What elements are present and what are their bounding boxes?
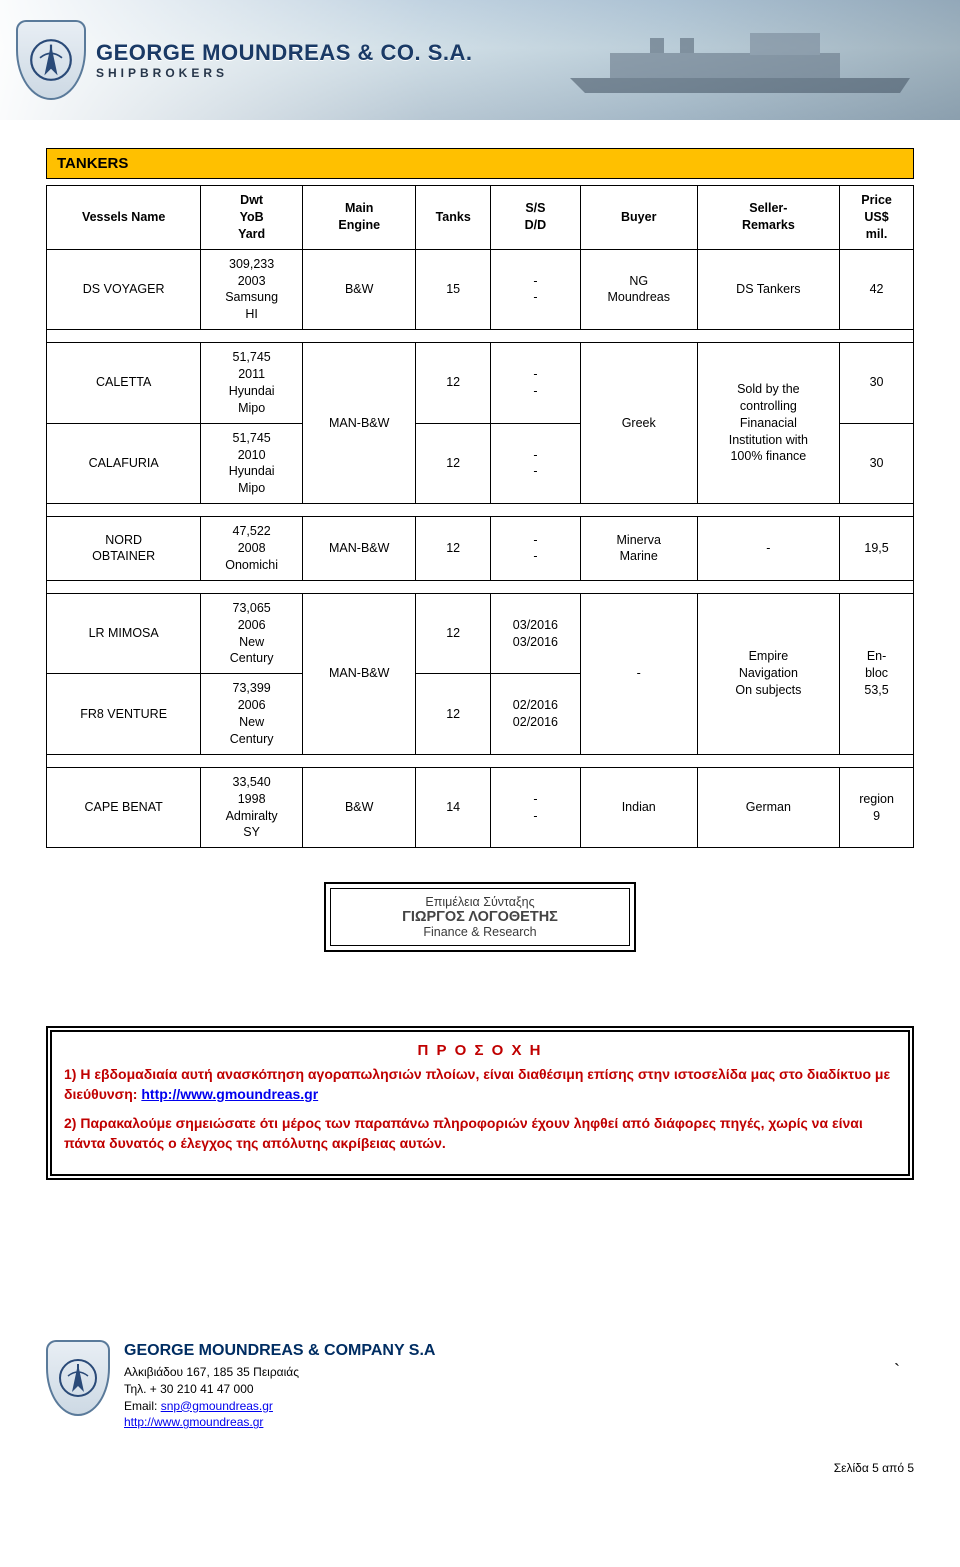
editor-line1: Επιμέλεια Σύνταξης bbox=[339, 895, 621, 909]
page-number: Σελίδα 5 από 5 bbox=[0, 1461, 960, 1495]
cell: CAPE BENAT bbox=[47, 767, 201, 848]
cell: B&W bbox=[302, 249, 415, 330]
cell: 12 bbox=[416, 343, 490, 424]
col-ssdd: S/S D/D bbox=[490, 186, 580, 250]
notice-box: Π Ρ Ο Σ Ο Χ Η 1) Η εβδομαδιαία αυτή ανασ… bbox=[46, 1026, 914, 1179]
header-sub: SHIPBROKERS bbox=[96, 66, 473, 80]
footer-email-link[interactable]: snp@gmoundreas.gr bbox=[161, 1399, 273, 1413]
cell: LR MIMOSA bbox=[47, 593, 201, 674]
cell: - bbox=[580, 593, 697, 754]
cell: MAN-B&W bbox=[302, 517, 415, 581]
col-price: Price US$ mil. bbox=[840, 186, 914, 250]
cell: 03/2016 03/2016 bbox=[490, 593, 580, 674]
notice-p1: 1) Η εβδομαδιαία αυτή ανασκόπηση αγοραπω… bbox=[64, 1065, 896, 1104]
cell: 15 bbox=[416, 249, 490, 330]
footer: ` GEORGE MOUNDREAS & COMPANY S.A Αλκιβιά… bbox=[0, 1340, 960, 1462]
footer-email-label: Email: bbox=[124, 1399, 161, 1413]
cell: FR8 VENTURE bbox=[47, 674, 201, 755]
cell: 12 bbox=[416, 423, 490, 504]
cell: 30 bbox=[840, 423, 914, 504]
col-vessel: Vessels Name bbox=[47, 186, 201, 250]
cell: 33,540 1998 Admiralty SY bbox=[201, 767, 303, 848]
cell: 12 bbox=[416, 517, 490, 581]
tick-mark: ` bbox=[894, 1360, 900, 1381]
editor-line2: ΓΙΩΡΓΟΣ ΛΟΓΟΘΕΤΗΣ bbox=[339, 909, 621, 925]
col-seller: Seller- Remarks bbox=[697, 186, 840, 250]
cell: MAN-B&W bbox=[302, 343, 415, 504]
cell: 30 bbox=[840, 343, 914, 424]
cell: NORD OBTAINER bbox=[47, 517, 201, 581]
cell: 47,522 2008 Onomichi bbox=[201, 517, 303, 581]
cell: 19,5 bbox=[840, 517, 914, 581]
cell: German bbox=[697, 767, 840, 848]
cell: DS VOYAGER bbox=[47, 249, 201, 330]
col-buyer: Buyer bbox=[580, 186, 697, 250]
cell: 309,233 2003 Samsung HI bbox=[201, 249, 303, 330]
cell: DS Tankers bbox=[697, 249, 840, 330]
cell: 02/2016 02/2016 bbox=[490, 674, 580, 755]
cell: Minerva Marine bbox=[580, 517, 697, 581]
cell: - bbox=[697, 517, 840, 581]
footer-logo-icon bbox=[46, 1340, 110, 1416]
cell: 73,399 2006 New Century bbox=[201, 674, 303, 755]
ship-graphic-icon bbox=[550, 18, 930, 98]
separator-row bbox=[47, 504, 914, 517]
table-row: LR MIMOSA 73,065 2006 New Century MAN-B&… bbox=[47, 593, 914, 674]
table-row: NORD OBTAINER 47,522 2008 Onomichi MAN-B… bbox=[47, 517, 914, 581]
separator-row bbox=[47, 754, 914, 767]
cell: 42 bbox=[840, 249, 914, 330]
tankers-table: Vessels Name Dwt YoB Yard Main Engine Ta… bbox=[46, 185, 914, 848]
section-title: TANKERS bbox=[46, 148, 914, 179]
header-company: GEORGE MOUNDREAS & CO. S.A. bbox=[96, 40, 473, 66]
notice-heading: Π Ρ Ο Σ Ο Χ Η bbox=[64, 1042, 896, 1059]
cell: 73,065 2006 New Century bbox=[201, 593, 303, 674]
footer-url-link[interactable]: http://www.gmoundreas.gr bbox=[124, 1415, 263, 1429]
cell: Greek bbox=[580, 343, 697, 504]
cell: B&W bbox=[302, 767, 415, 848]
cell: CALAFURIA bbox=[47, 423, 201, 504]
separator-row bbox=[47, 580, 914, 593]
cell: 14 bbox=[416, 767, 490, 848]
cell: Indian bbox=[580, 767, 697, 848]
cell: MAN-B&W bbox=[302, 593, 415, 754]
footer-company: GEORGE MOUNDREAS & COMPANY S.A bbox=[124, 1340, 435, 1362]
notice-link[interactable]: http://www.gmoundreas.gr bbox=[141, 1086, 318, 1102]
cell: 12 bbox=[416, 674, 490, 755]
table-header-row: Vessels Name Dwt YoB Yard Main Engine Ta… bbox=[47, 186, 914, 250]
cell: - - bbox=[490, 423, 580, 504]
editor-line3: Finance & Research bbox=[339, 925, 621, 939]
footer-addr: Αλκιβιάδου 167, 185 35 Πειραιάς bbox=[124, 1364, 435, 1381]
cell: - - bbox=[490, 343, 580, 424]
cell: En- bloc 53,5 bbox=[840, 593, 914, 754]
editor-box: Επιμέλεια Σύνταξης ΓΙΩΡΓΟΣ ΛΟΓΟΘΕΤΗΣ Fin… bbox=[330, 888, 630, 946]
cell: NG Moundreas bbox=[580, 249, 697, 330]
separator-row bbox=[47, 330, 914, 343]
cell: Sold by the controlling Finanacial Insti… bbox=[697, 343, 840, 504]
cell: 12 bbox=[416, 593, 490, 674]
col-engine: Main Engine bbox=[302, 186, 415, 250]
col-dwt: Dwt YoB Yard bbox=[201, 186, 303, 250]
cell: - - bbox=[490, 767, 580, 848]
cell: region 9 bbox=[840, 767, 914, 848]
col-tanks: Tanks bbox=[416, 186, 490, 250]
notice-p2: 2) Παρακαλούμε σημειώσατε ότι μέρος των … bbox=[64, 1114, 896, 1153]
table-row: CALETTA 51,745 2011 Hyundai Mipo MAN-B&W… bbox=[47, 343, 914, 424]
logo-block: GEORGE MOUNDREAS & CO. S.A. SHIPBROKERS bbox=[16, 20, 473, 100]
cell: 51,745 2010 Hyundai Mipo bbox=[201, 423, 303, 504]
table-row: CAPE BENAT 33,540 1998 Admiralty SY B&W … bbox=[47, 767, 914, 848]
cell: CALETTA bbox=[47, 343, 201, 424]
logo-badge-icon bbox=[16, 20, 86, 100]
footer-tel: Τηλ. + 30 210 41 47 000 bbox=[124, 1381, 435, 1398]
cell: 51,745 2011 Hyundai Mipo bbox=[201, 343, 303, 424]
cell: - - bbox=[490, 249, 580, 330]
header-banner: GEORGE MOUNDREAS & CO. S.A. SHIPBROKERS bbox=[0, 0, 960, 120]
table-row: DS VOYAGER 309,233 2003 Samsung HI B&W 1… bbox=[47, 249, 914, 330]
cell: Empire Navigation On subjects bbox=[697, 593, 840, 754]
cell: - - bbox=[490, 517, 580, 581]
